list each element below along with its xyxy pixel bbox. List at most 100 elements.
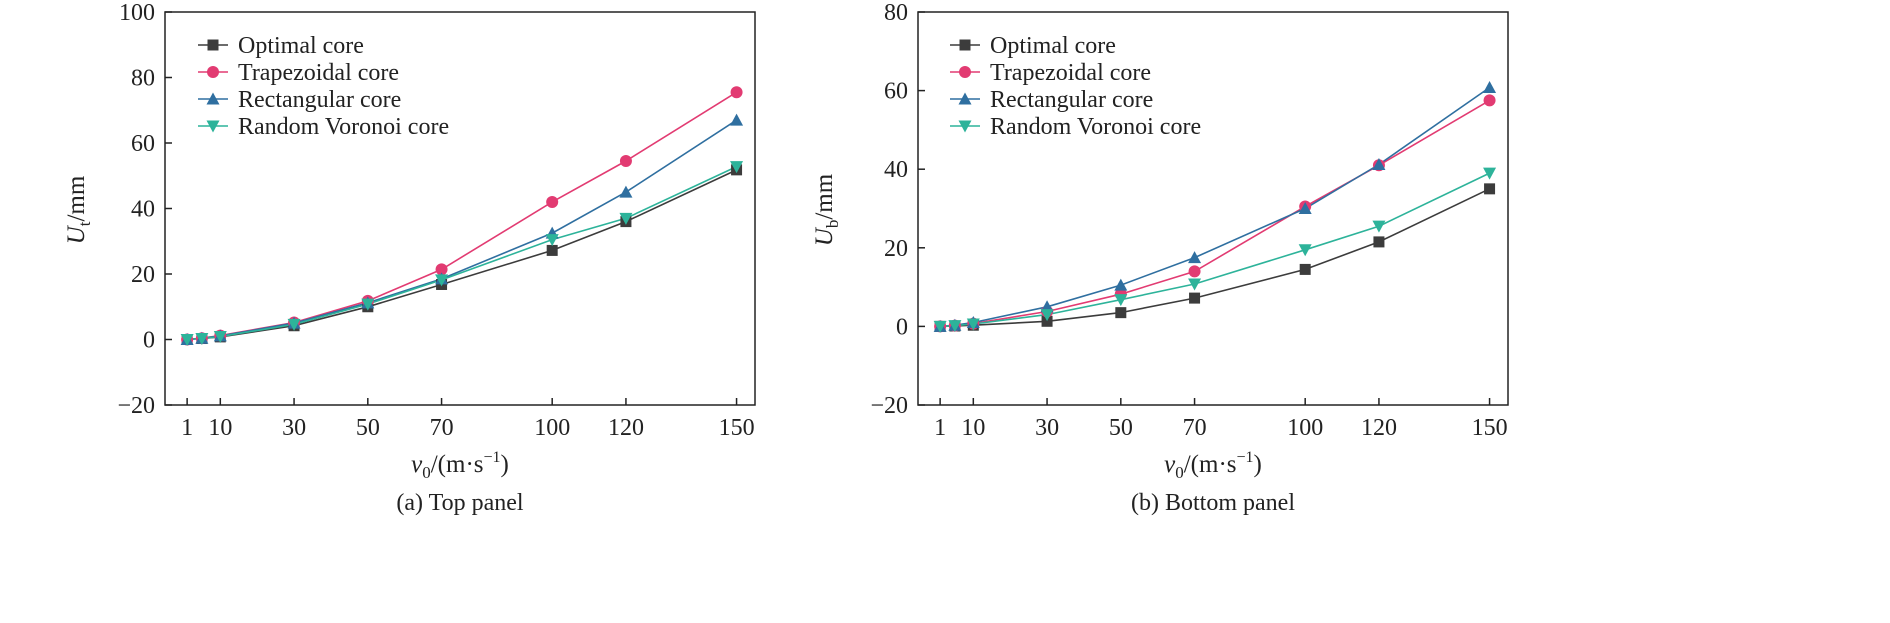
x-axis-close: )	[501, 451, 509, 478]
data-point-random-voronoi-core	[1114, 294, 1128, 307]
legend-marker-optimal-core	[207, 39, 219, 51]
x-tick-label: 150	[719, 415, 755, 441]
series-markers	[933, 80, 1497, 333]
data-point-trapezoidal-core	[1188, 265, 1201, 278]
y-axis-title: Ub/mm	[811, 173, 842, 246]
data-point-random-voronoi-core	[287, 318, 301, 331]
legend-label-rectangular-core: Rectangular core	[238, 87, 401, 113]
data-point-trapezoidal-core	[619, 155, 632, 168]
x-tick-label: 120	[1361, 415, 1397, 441]
y-axis-unit: /mm	[811, 173, 838, 219]
data-point-optimal-core	[1189, 292, 1201, 304]
x-tick-label: 30	[282, 415, 306, 441]
data-point-random-voronoi-core	[1483, 167, 1497, 180]
data-point-trapezoidal-core	[730, 86, 743, 99]
y-tick-label: 60	[131, 131, 155, 157]
legend-marker-trapezoidal-core	[959, 66, 971, 78]
data-point-random-voronoi-core	[361, 298, 375, 311]
legend-label-trapezoidal-core: Trapezoidal core	[238, 60, 399, 86]
series-markers	[180, 86, 744, 346]
x-tick-label: 50	[1109, 415, 1133, 441]
panel-bottom: −20 0 20 40 60 80 1 10 30 50 70 100 120 150 Optimal …	[811, 0, 1509, 516]
y-tick-label: 0	[143, 328, 155, 354]
x-tick-label: 10	[961, 415, 985, 441]
x-axis-ticks: 1 10 30 50 70 100 120 150	[934, 398, 1508, 441]
legend-marker-rectangular-core	[206, 92, 220, 105]
legend-marker-optimal-core	[959, 39, 971, 51]
y-axis-unit: /mm	[63, 175, 90, 221]
y-axis-symbol: U	[811, 226, 838, 246]
series-line-random-voronoi-core	[940, 172, 1490, 328]
legend-label-trapezoidal-core: Trapezoidal core	[990, 60, 1151, 86]
data-point-random-voronoi-core	[730, 161, 744, 174]
x-axis-symbol: v	[411, 451, 423, 478]
legend-label-optimal-core: Optimal core	[238, 33, 364, 59]
data-point-random-voronoi-core	[213, 331, 227, 344]
y-axis-subscript: t	[75, 221, 94, 226]
legend-label-rectangular-core: Rectangular core	[990, 87, 1153, 113]
data-point-random-voronoi-core	[545, 234, 559, 247]
y-tick-label: 60	[884, 79, 908, 105]
data-point-rectangular-core	[1483, 80, 1497, 93]
series-line-rectangular-core	[187, 119, 738, 341]
data-point-trapezoidal-core	[546, 195, 559, 208]
data-point-random-voronoi-core	[1372, 220, 1386, 233]
data-point-random-voronoi-core	[948, 320, 962, 333]
x-axis-exponent: −1	[1237, 449, 1254, 466]
y-axis-symbol: U	[63, 224, 90, 244]
x-axis-exponent: −1	[484, 449, 501, 466]
y-tick-label: 40	[131, 197, 155, 223]
panel-caption: (b) Bottom panel	[1131, 490, 1295, 516]
x-tick-label: 70	[1183, 415, 1207, 441]
y-axis-title: Ut/mm	[63, 175, 94, 244]
data-point-random-voronoi-core	[180, 334, 194, 346]
legend-marker-random-voronoi-core	[958, 120, 972, 133]
data-point-rectangular-core	[619, 185, 633, 198]
data-point-optimal-core	[1299, 263, 1311, 275]
y-tick-label: 20	[884, 236, 908, 262]
y-tick-label: 100	[119, 0, 155, 26]
legend-label-random-voronoi-core: Random Voronoi core	[990, 114, 1201, 140]
x-tick-label: 30	[1035, 415, 1059, 441]
data-point-optimal-core	[1115, 307, 1127, 319]
y-axis-ticks: −20 0 20 40 60 80 100	[117, 0, 172, 419]
legend-marker-random-voronoi-core	[206, 120, 220, 133]
x-axis-subscript: 0	[422, 463, 431, 482]
legend-label-random-voronoi-core: Random Voronoi core	[238, 114, 449, 140]
series-line-optimal-core	[187, 169, 737, 341]
y-tick-label: 80	[884, 0, 908, 26]
data-point-random-voronoi-core	[933, 320, 947, 333]
data-point-optimal-core	[1484, 183, 1496, 195]
data-point-random-voronoi-core	[435, 274, 449, 287]
y-tick-label: 0	[896, 314, 908, 340]
data-point-optimal-core	[1041, 315, 1053, 327]
y-tick-label: −20	[117, 393, 155, 419]
x-tick-label: 100	[534, 415, 570, 441]
x-axis-unit: /(m·s	[431, 451, 484, 478]
data-point-rectangular-core	[1372, 157, 1386, 170]
x-axis-ticks: 1 10 30 50 70 100 120 150	[181, 398, 755, 441]
y-axis-subscript: b	[823, 220, 842, 229]
x-axis-title: v0/(m·s−1)	[1164, 449, 1262, 482]
legend-marker-rectangular-core	[958, 92, 972, 105]
panel-caption: (a) Top panel	[396, 490, 523, 516]
x-tick-label: 1	[934, 415, 946, 441]
data-point-rectangular-core	[1114, 278, 1128, 291]
series-line-optimal-core	[940, 188, 1490, 328]
panel-top: −20 0 20 40 60 80 100 1 10 30 50 70 100 120 150 Optim…	[63, 0, 756, 516]
data-point-optimal-core	[1373, 236, 1385, 248]
y-axis-ticks: −20 0 20 40 60 80	[870, 0, 925, 419]
series-line-random-voronoi-core	[187, 165, 737, 341]
x-tick-label: 50	[356, 415, 380, 441]
x-tick-label: 150	[1472, 415, 1508, 441]
y-tick-label: 80	[131, 66, 155, 92]
x-axis-symbol: v	[1164, 451, 1176, 478]
data-point-trapezoidal-core	[435, 263, 448, 276]
x-tick-label: 1	[181, 415, 193, 441]
x-axis-subscript: 0	[1175, 463, 1184, 482]
x-tick-label: 10	[208, 415, 232, 441]
legend-label-optimal-core: Optimal core	[990, 33, 1116, 59]
